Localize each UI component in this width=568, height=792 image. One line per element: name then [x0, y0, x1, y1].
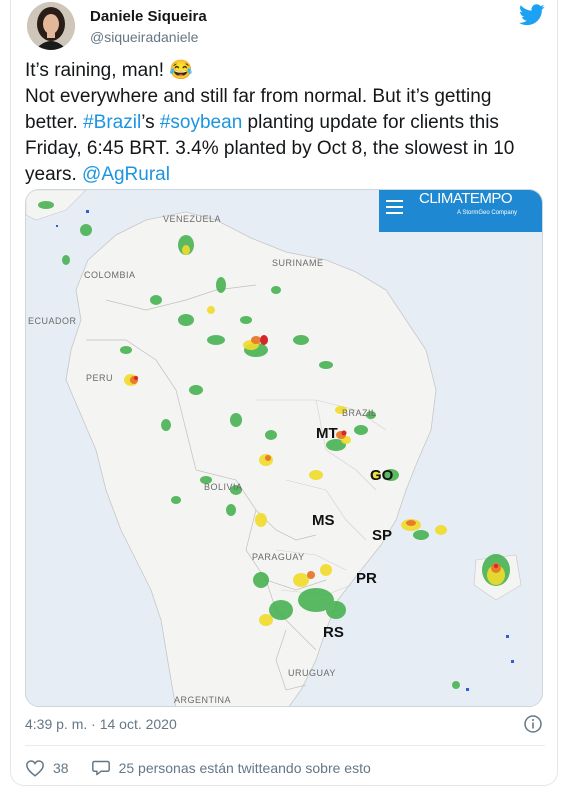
state-label-go: GO [370, 467, 394, 484]
label-uruguay: URUGUAY [288, 668, 336, 678]
radar-precipitation [38, 201, 514, 691]
label-ecuador: ECUADOR [28, 316, 77, 326]
mention-agrural-link[interactable]: @AgRural [82, 164, 170, 185]
tweet-actions: 38 25 personas están twitteando sobre es… [25, 757, 393, 779]
climatempo-sub-text: A StormGeo Company [457, 210, 517, 216]
tweet-timestamp[interactable]: 4:39 p. m. · 14 oct. 2020 [25, 716, 177, 732]
hashtag-soybean-link[interactable]: #soybean [159, 112, 243, 133]
label-brazil: BRAZIL [342, 408, 377, 418]
hashtag-brazil-link[interactable]: #Brazil [83, 112, 142, 133]
state-label-rs: RS [323, 624, 344, 641]
tweet-text-part: ’s [141, 112, 160, 133]
label-suriname: SURINAME [272, 258, 324, 268]
label-colombia: COLOMBIA [84, 270, 136, 280]
label-paraguay: PARAGUAY [252, 552, 305, 562]
avatar[interactable] [27, 2, 75, 50]
state-label-sp: SP [372, 527, 392, 544]
like-count: 38 [53, 760, 69, 776]
south-america-land [65, 211, 437, 706]
info-icon[interactable] [523, 714, 543, 734]
like-button[interactable]: 38 [25, 759, 69, 777]
tweet-line-2: Not everywhere and still far from normal… [25, 84, 545, 188]
weather-radar-map[interactable]: CLIMATEMPO A StormGeo Company VENEZUELA … [25, 189, 543, 707]
twitter-bird-icon[interactable] [519, 4, 545, 26]
state-label-pr: PR [356, 570, 377, 587]
label-bolivia: BOLIVIA [204, 482, 243, 492]
author-handle[interactable]: @siqueiradaniele [90, 29, 199, 45]
label-venezuela: VENEZUELA [163, 214, 221, 224]
label-peru: PERU [86, 373, 113, 383]
tweet-card: Daniele Siqueira @siqueiradaniele It’s r… [10, 0, 558, 786]
tweet-text: It’s raining, man! 😂 Not everywhere and … [25, 58, 545, 188]
climatempo-logo-text: CLIMATEMPO [419, 190, 512, 207]
divider [25, 745, 545, 746]
tweet-text-part: Not everywhere and still far from normal… [25, 86, 492, 133]
heart-icon [26, 760, 44, 777]
label-argentina: ARGENTINA [174, 695, 231, 705]
climatempo-banner: CLIMATEMPO A StormGeo Company [379, 190, 542, 232]
conversation-text: 25 personas están twitteando sobre esto [118, 760, 371, 776]
tweet-line-1: It’s raining, man! 😂 [25, 60, 193, 81]
state-label-ms: MS [312, 512, 335, 529]
author-name[interactable]: Daniele Siqueira [90, 8, 207, 25]
conversation-link[interactable]: 25 personas están twitteando sobre esto [91, 759, 371, 777]
state-label-mt: MT [316, 425, 338, 442]
speech-bubble-icon [91, 760, 110, 776]
tweet-text-part: planting update for clients this Friday,… [25, 112, 515, 185]
